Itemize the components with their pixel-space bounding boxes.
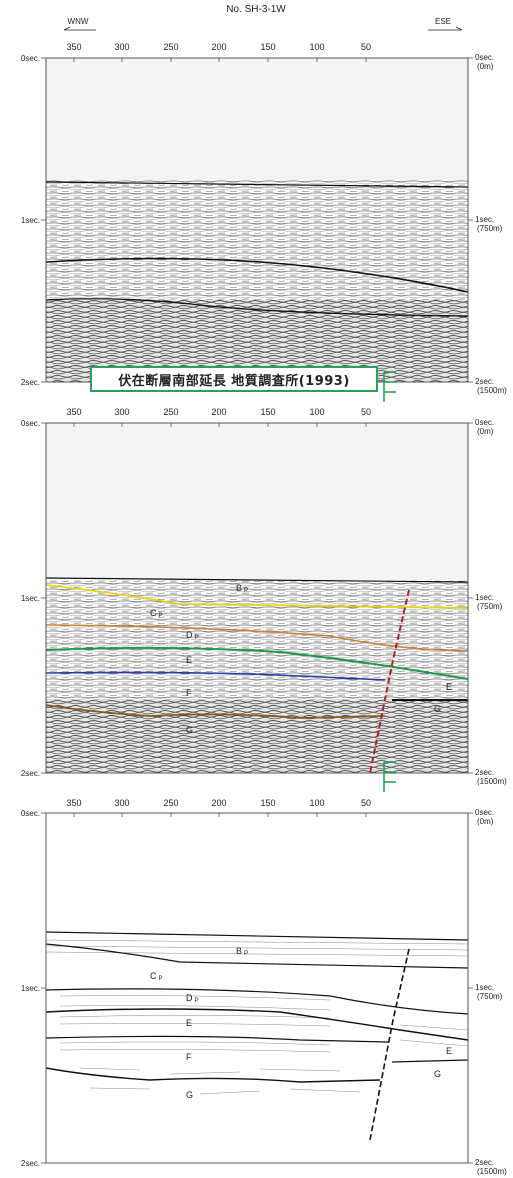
left-time-label: 1sec. xyxy=(21,984,40,993)
panel-line-drawing xyxy=(45,812,469,1164)
unit-label-g: G xyxy=(186,1090,193,1100)
left-time-label: 1sec. xyxy=(21,216,40,225)
top-tick-label: 50 xyxy=(361,407,371,417)
top-tick-label: 250 xyxy=(163,407,178,417)
top-tick-label: 300 xyxy=(114,407,129,417)
fault-line-colored xyxy=(369,589,410,774)
top-tick-label: 250 xyxy=(163,798,178,808)
banner-text: 伏在断層南部延長 地質調査所(1993) xyxy=(118,373,350,389)
left-time-label: 0sec. xyxy=(21,54,40,63)
top-tick-label: 350 xyxy=(66,798,81,808)
unit-label-g: G xyxy=(434,1069,441,1079)
right-time-label: 0sec. xyxy=(475,53,494,62)
top-tick-label: 100 xyxy=(309,42,324,52)
right-time-label: 1sec. xyxy=(475,983,494,992)
reference-banner: 伏在断層南部延長 地質調査所(1993) xyxy=(90,366,378,392)
green-bracket-symbol xyxy=(383,371,396,402)
unit-label-e: E xyxy=(186,655,192,665)
horizon-e xyxy=(45,671,386,681)
top-tick-label: 200 xyxy=(211,407,226,417)
left-time-label: 2sec. xyxy=(21,378,40,387)
right-time-label: 1sec. xyxy=(475,215,494,224)
top-tick-label: 150 xyxy=(260,42,275,52)
right-depth-label: (750m) xyxy=(477,992,503,1001)
horizon-c xyxy=(45,624,469,652)
left-time-label: 1sec. xyxy=(21,594,40,603)
right-depth-label: (0m) xyxy=(477,62,494,71)
right-depth-label: (1500m) xyxy=(477,1167,507,1176)
line-horizon-c xyxy=(45,988,469,1015)
panel-interpreted-seismic xyxy=(45,422,469,774)
line-horizon-e xyxy=(45,1035,389,1043)
right-time-label: 0sec. xyxy=(475,418,494,427)
left-time-label: 2sec. xyxy=(21,769,40,778)
top-tick-label: 300 xyxy=(114,798,129,808)
right-depth-label: (0m) xyxy=(477,427,494,436)
left-time-label: 0sec. xyxy=(21,419,40,428)
top-tick-label: 100 xyxy=(309,407,324,417)
unit-label-g: G xyxy=(434,704,441,714)
fault-line-drawing xyxy=(369,948,410,1141)
right-depth-label: (0m) xyxy=(477,817,494,826)
top-tick-label: 350 xyxy=(66,407,81,417)
unit-label-f: F xyxy=(186,1052,192,1062)
right-time-label: 2sec. xyxy=(475,1158,494,1167)
direction-left-arrow xyxy=(63,26,96,31)
line-horizon-b xyxy=(45,943,469,969)
unit-label-e: E xyxy=(446,1046,452,1056)
right-depth-label: (1500m) xyxy=(477,386,507,395)
left-time-label: 0sec. xyxy=(21,809,40,818)
horizon-f xyxy=(45,704,386,719)
right-time-label: 0sec. xyxy=(475,808,494,817)
right-depth-label: (750m) xyxy=(477,224,503,233)
top-tick-label: 100 xyxy=(309,798,324,808)
line-horizon-f xyxy=(45,1067,381,1083)
green-bracket-symbol xyxy=(383,761,396,792)
panel-raw-seismic xyxy=(45,57,469,383)
top-tick-label: 200 xyxy=(211,798,226,808)
right-time-label: 2sec. xyxy=(475,768,494,777)
line-horizon-d xyxy=(45,1008,469,1041)
top-tick-label: 200 xyxy=(211,42,226,52)
left-time-label: 2sec. xyxy=(21,1159,40,1168)
unit-label-e: E xyxy=(446,682,452,692)
unit-label-g: G xyxy=(186,725,193,735)
right-depth-label: (1500m) xyxy=(477,777,507,786)
unit-label-f: F xyxy=(186,688,192,698)
top-tick-label: 350 xyxy=(66,42,81,52)
top-tick-label: 50 xyxy=(361,42,371,52)
top-tick-label: 50 xyxy=(361,798,371,808)
top-tick-label: 250 xyxy=(163,42,178,52)
top-tick-label: 300 xyxy=(114,42,129,52)
horizon-d xyxy=(45,646,469,680)
top-tick-label: 150 xyxy=(260,798,275,808)
direction-right-label: ESE xyxy=(435,17,451,26)
horizon-b xyxy=(45,584,469,609)
direction-left-label: WNW xyxy=(68,17,89,26)
right-time-label: 2sec. xyxy=(475,377,494,386)
line-id-label: No. SH-3-1W xyxy=(226,4,286,15)
direction-right-arrow xyxy=(428,26,463,31)
unit-label-e: E xyxy=(186,1018,192,1028)
top-tick-label: 150 xyxy=(260,407,275,417)
right-depth-label: (750m) xyxy=(477,602,503,611)
right-time-label: 1sec. xyxy=(475,593,494,602)
